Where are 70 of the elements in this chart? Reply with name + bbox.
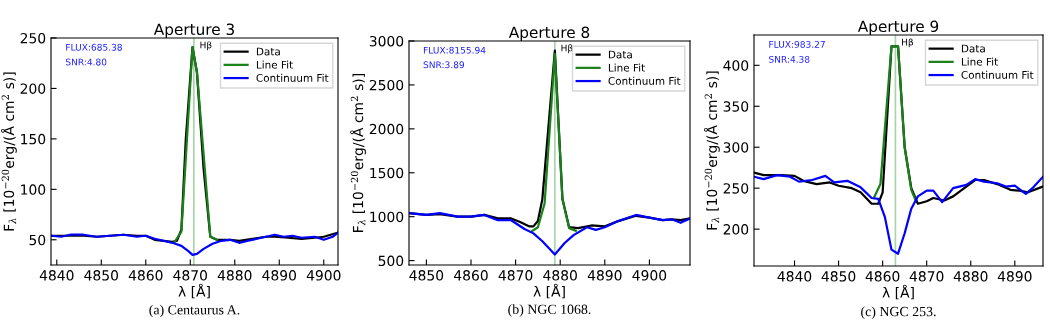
y-tick-label: 200 — [20, 83, 46, 94]
legend-label: Continuum Fit — [608, 76, 681, 85]
y-tick-label: 150 — [21, 133, 46, 145]
annotation: SNR:3.89 — [423, 61, 465, 69]
x-tick-label: 4900 — [632, 270, 667, 281]
line-series — [872, 45, 917, 202]
y-tick-label: 350 — [723, 101, 749, 112]
annotation: FLUX:685.38 — [66, 43, 122, 51]
x-tick-label: 4850 — [409, 270, 444, 281]
y-axis-title: F$_{λ}$ [10$^{−20}$erg/(Å cm$^{2}$ s)] — [1, 72, 17, 231]
annotation: SNR:4.80 — [65, 58, 107, 66]
x-tick-label: 4890 — [587, 270, 622, 281]
line-series — [754, 173, 1043, 255]
legend-label: Line Fit — [961, 57, 998, 66]
y-tick-label: 400 — [723, 60, 749, 71]
chart-title: Aperture 3 — [153, 23, 234, 38]
y-tick-label: 300 — [723, 142, 749, 153]
line-series — [530, 53, 577, 233]
chart-title: Aperture 8 — [508, 26, 590, 41]
y-tick-label: 2500 — [369, 79, 404, 91]
y-tick-label: 2000 — [369, 123, 404, 135]
annotation: FLUX:8155.94 — [423, 46, 486, 54]
y-tick-label: 1000 — [370, 211, 404, 223]
x-tick-label: 4860 — [128, 270, 163, 281]
legend-label: Line Fit — [256, 60, 293, 69]
x-tick-label: 4890 — [262, 270, 297, 281]
x-tick-label: 4880 — [543, 270, 577, 281]
ref-line-label: Hβ — [902, 38, 914, 48]
x-axis-title: λ [Å] — [178, 283, 210, 299]
y-tick-label: 1500 — [370, 167, 404, 179]
x-tick-label: 4850 — [84, 270, 119, 281]
x-axis-title: λ [Å] — [533, 283, 565, 299]
ref-line-label: Hβ — [561, 44, 573, 54]
line-series — [409, 212, 690, 256]
x-tick-label: 4850 — [821, 271, 856, 282]
x-axis-title: λ [Å] — [882, 284, 914, 300]
x-tick-label: 4870 — [909, 271, 944, 282]
y-axis-title: F$_{λ}$ [10$^{−20}$erg/(Å cm$^{2}$ s)] — [704, 71, 720, 230]
y-tick-label: 3000 — [369, 35, 404, 47]
x-tick-label: 4860 — [454, 270, 488, 281]
text: (c) NGC 253. — [861, 306, 936, 320]
text: (b) NGC 1068. — [508, 304, 591, 317]
y-tick-label: 250 — [723, 183, 749, 194]
legend-label: Line Fit — [608, 63, 645, 72]
annotation: SNR:4.38 — [769, 55, 810, 63]
legend-label: Continuum Fit — [961, 70, 1034, 79]
y-tick-label: 250 — [20, 32, 46, 44]
legend-label: Data — [608, 50, 632, 59]
y-tick-label: 200 — [723, 224, 749, 235]
y-axis-title: F$_{λ}$ [10$^{−20}$erg/(Å cm$^{2}$ s)] — [350, 73, 366, 232]
x-tick-label: 4880 — [953, 271, 988, 282]
x-tick-label: 4900 — [306, 270, 341, 281]
x-tick-label: 4860 — [865, 271, 900, 282]
x-tick-label: 4840 — [777, 271, 812, 282]
x-tick-label: 4840 — [39, 270, 74, 281]
y-tick-label: 100 — [21, 184, 46, 195]
legend-label: Continuum Fit — [256, 73, 329, 82]
line-series — [51, 231, 338, 257]
y-tick-label: 500 — [378, 255, 404, 267]
legend-label: Data — [256, 47, 280, 56]
text: (a) Centaurus A. — [149, 304, 240, 318]
x-tick-label: 4890 — [997, 271, 1032, 282]
x-tick-label: 4870 — [173, 270, 208, 281]
x-tick-label: 4870 — [498, 270, 533, 281]
ref-line-label: Hβ — [200, 41, 212, 51]
annotation: FLUX:983.27 — [769, 40, 825, 48]
y-tick-label: 50 — [29, 234, 46, 246]
x-tick-label: 4880 — [217, 270, 252, 281]
chart-title: Aperture 9 — [857, 20, 939, 35]
legend-label: Data — [961, 44, 985, 53]
